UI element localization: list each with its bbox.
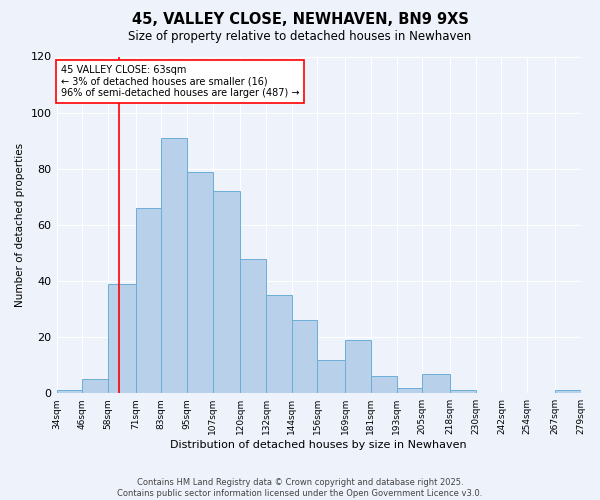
Bar — [212, 191, 241, 393]
Bar — [56, 390, 82, 393]
Bar — [292, 320, 317, 393]
X-axis label: Distribution of detached houses by size in Newhaven: Distribution of detached houses by size … — [170, 440, 467, 450]
Text: 45 VALLEY CLOSE: 63sqm
← 3% of detached houses are smaller (16)
96% of semi-deta: 45 VALLEY CLOSE: 63sqm ← 3% of detached … — [61, 65, 299, 98]
Bar — [82, 379, 108, 393]
Bar — [136, 208, 161, 393]
Bar — [317, 360, 345, 393]
Bar — [422, 374, 450, 393]
Y-axis label: Number of detached properties: Number of detached properties — [15, 143, 25, 307]
Bar — [266, 295, 292, 393]
Text: Size of property relative to detached houses in Newhaven: Size of property relative to detached ho… — [128, 30, 472, 43]
Bar — [241, 258, 266, 393]
Bar — [397, 388, 422, 393]
Text: 45, VALLEY CLOSE, NEWHAVEN, BN9 9XS: 45, VALLEY CLOSE, NEWHAVEN, BN9 9XS — [131, 12, 469, 28]
Bar — [450, 390, 476, 393]
Bar — [371, 376, 397, 393]
Bar — [108, 284, 136, 393]
Bar — [345, 340, 371, 393]
Text: Contains HM Land Registry data © Crown copyright and database right 2025.
Contai: Contains HM Land Registry data © Crown c… — [118, 478, 482, 498]
Bar — [161, 138, 187, 393]
Bar — [187, 172, 212, 393]
Bar — [555, 390, 581, 393]
